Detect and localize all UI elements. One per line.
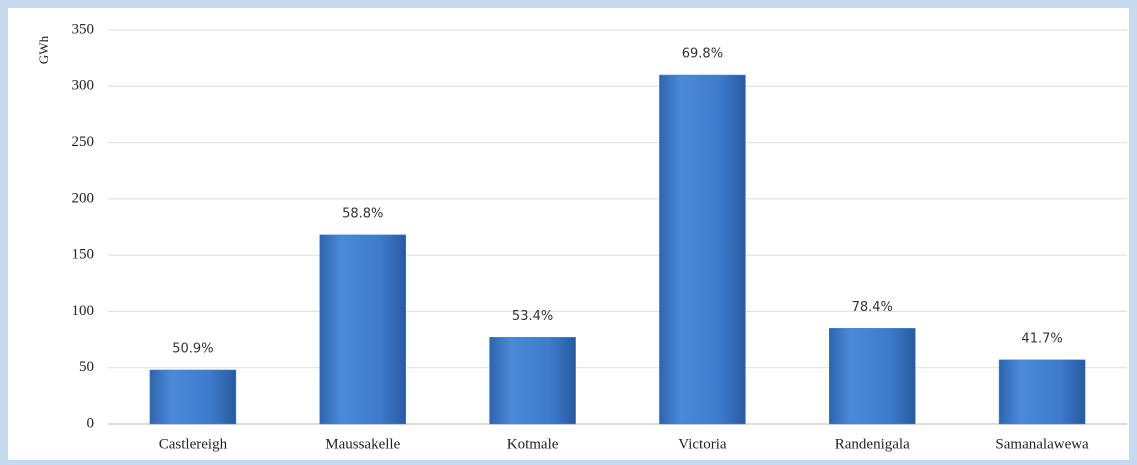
- x-tick-label: Victoria: [678, 436, 727, 452]
- bar-annotation: 58.8%: [342, 206, 383, 221]
- y-axis-label: GWh: [36, 35, 51, 64]
- bar: [319, 234, 406, 425]
- x-tick-label: Randenigala: [835, 436, 910, 452]
- bar-annotation: 78.4%: [852, 300, 893, 315]
- x-tick-label: Kotmale: [507, 436, 559, 452]
- bar: [659, 74, 746, 425]
- y-tick-label: 200: [72, 190, 95, 206]
- bar: [149, 369, 237, 425]
- y-tick-label: 350: [72, 21, 95, 37]
- x-tick-label: Maussakelle: [325, 436, 400, 452]
- bar: [829, 328, 916, 425]
- bar-annotation: 41.7%: [1021, 331, 1062, 346]
- bar: [998, 359, 1086, 425]
- y-tick-label: 50: [79, 359, 94, 375]
- bar-annotation: 69.8%: [682, 47, 723, 62]
- x-tick-label: Samanalawewa: [995, 436, 1089, 452]
- y-tick-label: 0: [87, 415, 95, 431]
- bar-annotation: 53.4%: [512, 309, 553, 324]
- y-tick-label: 300: [72, 78, 95, 94]
- bar-annotation: 50.9%: [172, 341, 213, 356]
- y-tick-label: 250: [72, 134, 95, 150]
- y-tick-label: 100: [72, 303, 95, 319]
- y-tick-label: 150: [72, 247, 95, 263]
- x-tick-label: Castlereigh: [159, 436, 228, 452]
- bar: [489, 337, 576, 425]
